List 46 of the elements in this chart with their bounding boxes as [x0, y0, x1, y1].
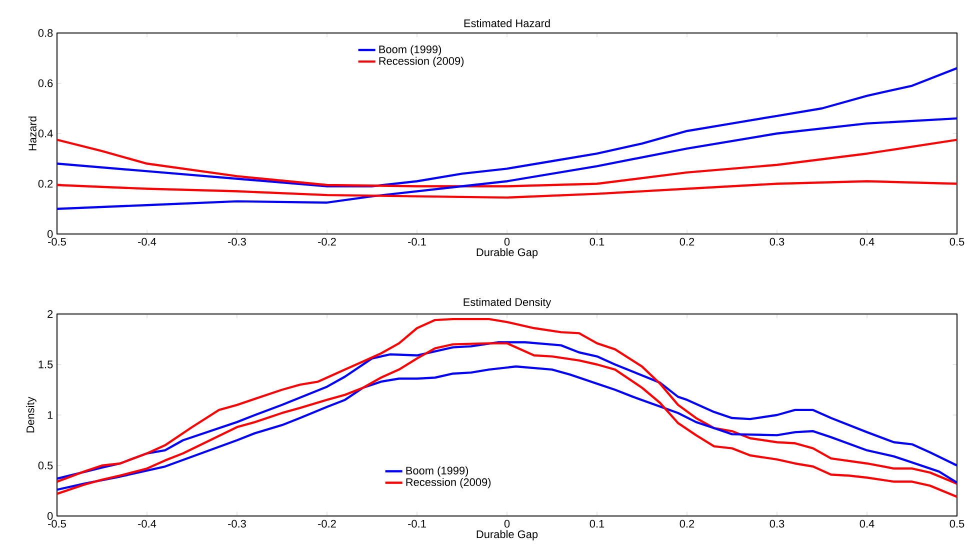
- chart-title: Estimated Density: [464, 298, 552, 308]
- x-axis-title: Durable Gap: [476, 530, 538, 540]
- legend-label: Recession (2009): [379, 56, 464, 67]
- x-tick-label: 0.5: [950, 520, 964, 528]
- legend-label: Boom (1999): [379, 45, 442, 56]
- x-tick-label: -0.2: [318, 238, 336, 246]
- x-tick-label: 0.2: [680, 238, 694, 246]
- line-series: [57, 365, 958, 491]
- line-series: [57, 67, 958, 188]
- x-tick-label: -0.5: [48, 238, 66, 246]
- y-axis-title: Density: [26, 396, 36, 432]
- x-tick-label: 0.3: [770, 238, 784, 246]
- x-tick-label: -0.5: [48, 520, 66, 528]
- y-tick-label: 1: [48, 411, 53, 419]
- x-tick-label: 0.1: [590, 520, 604, 528]
- line-series: [57, 180, 958, 199]
- x-tick-label: 0: [504, 520, 510, 528]
- y-axis-title: Hazard: [28, 116, 36, 150]
- chart-title: Estimated Hazard: [464, 19, 550, 28]
- y-tick-label: 0.8: [38, 29, 53, 37]
- x-tick-label: -0.3: [228, 238, 246, 246]
- x-tick-label: -0.4: [138, 238, 156, 246]
- x-tick-label: 0.5: [950, 238, 964, 246]
- x-tick-label: -0.3: [228, 520, 246, 528]
- y-tick-label: 0: [47, 230, 53, 238]
- y-tick-label: 0: [47, 512, 53, 520]
- x-tick-label: 0.1: [590, 238, 604, 246]
- y-tick-label: 0.5: [38, 462, 53, 470]
- x-tick-label: -0.1: [408, 520, 426, 528]
- x-tick-label: 0.4: [860, 238, 874, 246]
- x-tick-label: 0.2: [680, 520, 694, 528]
- y-tick-label: 0.6: [38, 79, 53, 88]
- x-axis-title: Durable Gap: [476, 248, 538, 258]
- line-series: [57, 138, 958, 188]
- x-tick-label: 0: [504, 238, 510, 246]
- x-tick-label: -0.2: [318, 520, 336, 528]
- x-tick-label: -0.4: [138, 520, 156, 528]
- y-tick-label: 0.4: [38, 130, 53, 138]
- x-tick-label: 0.3: [770, 520, 784, 528]
- y-tick-label: 1.5: [38, 360, 53, 368]
- legend-label: Boom (1999): [406, 466, 468, 477]
- y-tick-label: 0.2: [38, 180, 53, 188]
- x-tick-label: -0.1: [408, 238, 426, 246]
- legend-label: Recession (2009): [406, 478, 491, 488]
- y-tick-label: 2: [48, 310, 53, 318]
- x-tick-label: 0.4: [860, 520, 874, 528]
